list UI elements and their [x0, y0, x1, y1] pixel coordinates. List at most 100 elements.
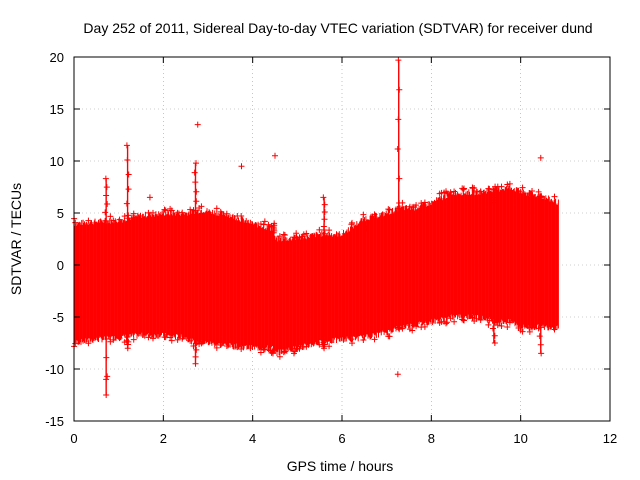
edge-marker — [190, 343, 197, 350]
spike-marker — [124, 333, 131, 340]
spike-marker — [395, 116, 402, 123]
spike-marker — [103, 392, 110, 398]
edge-marker — [517, 188, 524, 195]
edge-marker — [326, 343, 333, 350]
outlier-marker — [146, 194, 153, 201]
edge-marker — [360, 211, 367, 218]
edge-marker — [265, 221, 272, 228]
edge-marker — [451, 318, 458, 325]
edge-marker — [110, 336, 117, 343]
chart-title: Day 252 of 2011, Sidereal Day-to-day VTE… — [83, 20, 592, 36]
axis-ticks — [73, 56, 611, 422]
edge-marker — [486, 317, 493, 324]
edge-marker — [421, 199, 428, 206]
outlier-marker — [194, 121, 201, 128]
y-tick-label: -15 — [45, 414, 64, 429]
spike-marker — [103, 184, 110, 191]
spike-marker — [491, 197, 498, 204]
edge-marker — [421, 323, 428, 330]
edge-marker — [110, 217, 117, 224]
spike-marker — [537, 194, 544, 201]
edge-marker — [410, 322, 417, 329]
edge-marker — [280, 231, 287, 238]
x-tick-label: 8 — [428, 431, 435, 446]
edge-marker — [492, 319, 499, 326]
y-axis-label: SDTVAR / TECUs — [8, 183, 24, 295]
edge-marker — [371, 211, 378, 218]
spike-marker — [125, 186, 132, 193]
y-tick-label: 0 — [57, 258, 64, 273]
outlier-marker — [272, 152, 278, 159]
outlier-marker — [238, 163, 245, 170]
y-tick-label: 15 — [50, 102, 64, 117]
edge-marker — [145, 334, 152, 341]
spike-marker — [269, 350, 276, 357]
edge-marker — [238, 345, 245, 352]
edge-marker — [187, 206, 194, 213]
edge-marker — [213, 205, 220, 212]
edge-marker — [85, 340, 92, 347]
spike-marker — [104, 200, 111, 207]
spike-marker — [125, 171, 132, 178]
spike-marker — [192, 160, 199, 167]
edge-marker — [506, 319, 513, 326]
spike-marker — [321, 230, 328, 237]
spike-marker — [536, 333, 543, 340]
spike-marker — [321, 201, 328, 208]
spike-marker — [123, 142, 130, 149]
edge-marker — [107, 213, 114, 220]
spike-marker — [489, 325, 496, 332]
edge-marker — [506, 180, 513, 187]
edge-marker — [187, 337, 194, 344]
edge-marker — [179, 335, 186, 342]
edge-marker — [85, 217, 92, 224]
edge-marker — [385, 206, 392, 213]
edge-marker — [438, 318, 445, 325]
edge-marker — [504, 323, 511, 330]
edge-marker — [386, 206, 393, 213]
spike-marker — [538, 350, 545, 357]
edge-marker — [213, 344, 220, 351]
edge-marker — [162, 334, 169, 341]
spike-marker — [321, 216, 328, 223]
outlier-marker — [363, 225, 370, 232]
spike-marker — [192, 360, 199, 367]
edge-marker — [276, 353, 283, 360]
edge-marker — [443, 320, 450, 327]
edge-marker — [469, 185, 476, 192]
edge-marker — [234, 213, 241, 220]
edge-marker — [149, 335, 156, 342]
edge-marker — [261, 218, 268, 225]
edge-marker — [360, 336, 367, 343]
edge-marker — [223, 343, 230, 350]
spike-marker — [396, 205, 403, 212]
edge-marker — [130, 210, 137, 217]
edge-marker — [409, 327, 416, 334]
edge-marker — [234, 344, 241, 351]
edge-marker — [551, 193, 558, 200]
edge-marker — [469, 314, 476, 321]
spike-marker — [123, 200, 130, 207]
y-tick-label: -5 — [52, 310, 64, 325]
edge-marker — [293, 230, 300, 237]
spike-marker — [491, 199, 498, 206]
spike-marker — [104, 373, 111, 380]
spike-marker — [271, 220, 278, 227]
spike-marker — [193, 346, 200, 353]
edge-marker — [438, 189, 445, 196]
edge-marker — [72, 219, 79, 226]
x-tick-label: 6 — [338, 431, 345, 446]
edge-marker — [260, 346, 267, 353]
y-tick-label: -10 — [45, 362, 64, 377]
edge-marker — [471, 318, 478, 325]
y-tick-label: 10 — [50, 154, 64, 169]
edge-marker — [477, 316, 484, 323]
edge-marker — [265, 345, 272, 352]
edge-marker — [444, 319, 451, 326]
x-tick-label: 12 — [603, 431, 617, 446]
edge-marker — [349, 340, 356, 347]
edge-marker — [161, 206, 168, 213]
edge-marker — [529, 324, 536, 331]
edge-marker — [174, 209, 181, 216]
edge-marker — [266, 347, 273, 354]
